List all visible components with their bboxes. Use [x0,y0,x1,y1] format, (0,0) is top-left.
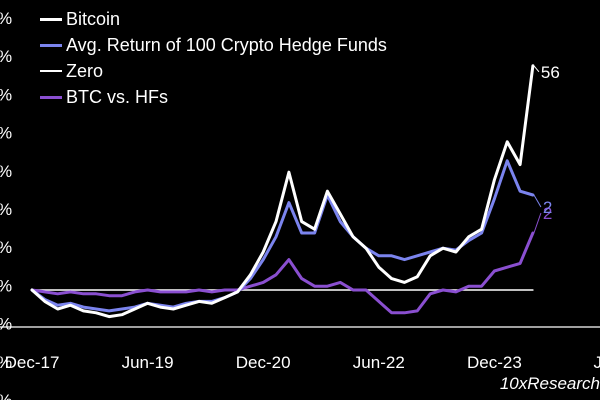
legend: Bitcoin Avg. Return of 100 Crypto Hedge … [40,6,387,110]
y-tick-label: % [0,391,12,400]
y-tick-label: % [0,238,12,257]
legend-label-hedge-funds: Avg. Return of 100 Crypto Hedge Funds [66,34,387,55]
end-label-leader [533,65,540,73]
x-tick-label: Dec-17 [5,353,60,372]
x-tick-label: Jun-22 [353,353,405,372]
legend-swatch-btc-vs-hfs [40,95,62,99]
y-tick-label: % [0,47,12,66]
y-tick-label: % [0,9,12,28]
y-tick-label: % [0,85,12,104]
legend-label-bitcoin: Bitcoin [66,8,121,29]
y-tick-label: % [0,276,12,295]
end-label: 2 [543,204,552,223]
x-tick-label: Dec-20 [236,353,291,372]
legend-item-btc-vs-hfs: BTC vs. HFs [40,84,387,110]
end-label: 56 [541,63,560,82]
btc-vs-hfs-line [30,231,535,315]
end-label-leader [533,194,542,208]
legend-label-zero: Zero [66,60,104,81]
y-tick-label: % [0,124,12,143]
x-tick-label: Jun-19 [122,353,174,372]
y-tick-label: % [0,315,12,334]
legend-swatch-zero [40,70,62,72]
y-tick-label: % [0,162,12,181]
x-tick-label: Dec-23 [467,353,522,372]
end-label: 2 [543,198,552,217]
end-label-leader [533,212,542,234]
y-tick-label: % [0,353,12,372]
source-credit: 10xResearch [499,374,600,393]
legend-swatch-hedge-funds [40,43,62,47]
bitcoin-line [30,64,535,319]
legend-item-zero: Zero [40,58,387,84]
legend-item-bitcoin: Bitcoin [40,6,387,32]
y-tick-label: % [0,200,12,219]
hedge-funds-line [30,159,535,313]
legend-label-btc-vs-hfs: BTC vs. HFs [66,86,168,107]
x-tick-label: Jun- [593,353,600,372]
legend-swatch-bitcoin [40,17,62,21]
legend-item-hedge-funds: Avg. Return of 100 Crypto Hedge Funds [40,32,387,58]
